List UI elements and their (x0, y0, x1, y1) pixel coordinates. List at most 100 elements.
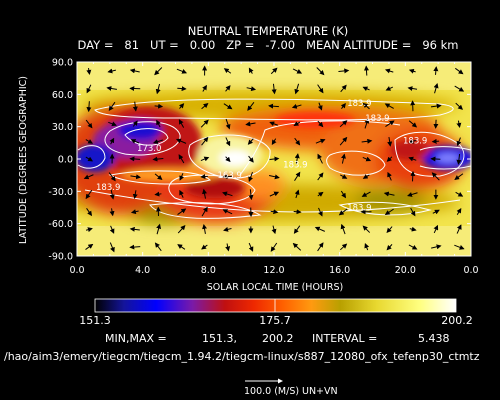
wind-vector (271, 225, 277, 235)
min-max-label: MIN,MAX = (105, 332, 167, 345)
wind-vector (407, 192, 418, 197)
wind-vector (292, 242, 302, 251)
wind-vector (386, 156, 393, 162)
wind-vector (456, 207, 462, 216)
contour-labels: 183.9 183.9 173.0 163.9 183.9 183.9 183.9 183.9 (96, 99, 427, 214)
chart-subtitle: DAY = 81 UT = 0.00 ZP = -7.00 MEAN ALTIT… (78, 38, 459, 52)
wind-vector (177, 86, 187, 92)
wind-vector (248, 171, 253, 183)
colorbar-mid-label: 175.7 (259, 314, 291, 327)
wind-vector (408, 138, 417, 144)
x-tick-label: 20.0 (395, 265, 416, 276)
contour-label: 183.9 (96, 183, 120, 193)
wind-vector (432, 209, 440, 215)
file-path: /hao/aim3/emery/tiegcm/tiegcm_1.94.2/tie… (4, 350, 480, 363)
wind-vector (225, 156, 231, 163)
wind-vector (269, 174, 280, 180)
wind-vector (248, 155, 254, 163)
wind-vector (201, 244, 208, 250)
wind-vector (225, 85, 231, 92)
wind-vector (177, 224, 186, 234)
wind-vector (456, 224, 462, 234)
x-axis-label: SOLAR LOCAL TIME (HOURS) (207, 282, 343, 293)
contour-lines (77, 98, 471, 219)
wind-vector (431, 172, 440, 181)
wind-vector (315, 138, 326, 144)
plot-area: 183.9 183.9 173.0 163.9 183.9 183.9 183.9 183.9 (77, 62, 471, 256)
wind-vector (408, 244, 418, 250)
wind-vector (340, 190, 346, 199)
wind-vector (86, 84, 92, 94)
wind-vector (433, 66, 439, 75)
wind-vector (387, 136, 393, 147)
x-tick-label: 0.0 (463, 265, 478, 276)
wind-vector (270, 242, 278, 252)
wind-vector (177, 208, 187, 215)
wind-vector (456, 137, 462, 147)
wind-vector (200, 119, 209, 128)
wind-vector (201, 102, 209, 110)
wind-vector (86, 208, 93, 217)
wind-vector (316, 67, 325, 76)
wind-vector (248, 67, 254, 74)
x-axis: 0.0 4.0 8.0 12.0 16.0 20.0 0.0 (69, 62, 479, 276)
wind-vector (268, 103, 279, 109)
wind-vector (106, 86, 117, 91)
wind-vector (363, 65, 369, 76)
wind-vector (201, 136, 209, 146)
wind-vector (156, 119, 161, 128)
wind-vector (361, 191, 371, 197)
wind-vector (129, 68, 140, 74)
wind-vector (408, 68, 416, 74)
reference-vector-label: 100.0 (M/S) (244, 386, 299, 397)
wind-vector (225, 137, 231, 147)
wind-vector (338, 68, 350, 74)
wind-vector (130, 174, 142, 180)
wind-vector (132, 190, 138, 200)
wind-vector (455, 102, 463, 110)
wind-vector (152, 156, 164, 162)
wind-vector (364, 118, 370, 129)
chart-title: NEUTRAL TEMPERATURE (K) (188, 24, 349, 38)
wind-vector (270, 67, 278, 75)
wind-vector (456, 120, 462, 128)
wind-vector (340, 223, 346, 235)
wind-vector (248, 242, 254, 252)
wind-vector (383, 191, 395, 197)
wind-vector (455, 191, 464, 197)
wind-vector (154, 67, 163, 76)
y-axis: 90.0 60.0 30.0 0.0 -30.0 -60.0 -90.0 (48, 58, 471, 263)
wind-vector (293, 121, 301, 127)
contour-label: 183.9 (283, 160, 307, 170)
interval-value: 5.438 (418, 332, 450, 345)
wind-vector (317, 84, 324, 94)
wind-vector (294, 137, 301, 146)
wind-vector (155, 83, 161, 95)
wind-vector (154, 191, 162, 197)
wind-vector (271, 138, 277, 146)
wind-vector (200, 156, 210, 162)
min-value: 151.3, (202, 332, 237, 345)
wind-vector (362, 156, 372, 162)
wind-vector (178, 154, 185, 164)
wind-vector (430, 103, 442, 109)
wind-vector (410, 207, 416, 217)
wind-vector (292, 68, 303, 74)
wind-vector (293, 225, 301, 234)
wind-vector (109, 208, 115, 217)
wind-vector (179, 173, 184, 181)
wind-vector (385, 86, 394, 91)
wind-vector (247, 138, 254, 145)
wind-vector (177, 244, 186, 250)
wind-vector (454, 244, 465, 250)
wind-vector (109, 242, 115, 253)
y-tick-label: -30.0 (48, 187, 73, 198)
wind-vector (339, 120, 348, 128)
wind-vector (178, 119, 185, 128)
wind-vector (455, 67, 464, 75)
y-tick-label: 60.0 (52, 90, 73, 101)
wind-vector (339, 243, 348, 251)
x-tick-label: 16.0 (329, 265, 350, 276)
wind-vector (154, 103, 164, 109)
